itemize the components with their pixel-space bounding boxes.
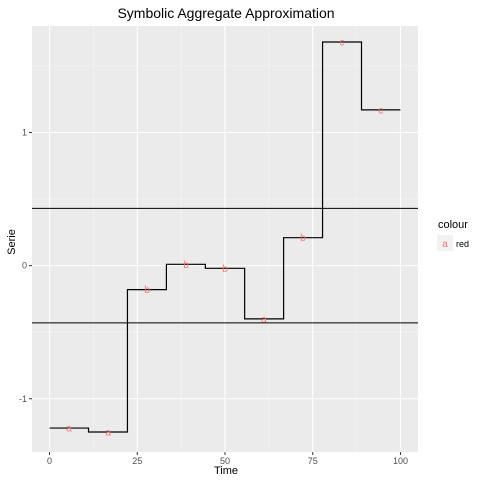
x-tick-label: 75 <box>308 456 318 466</box>
grid-lines <box>32 26 418 452</box>
y-axis: -1 0 1 <box>19 128 32 404</box>
step-series-line <box>49 41 401 433</box>
legend-title: colour <box>438 219 468 231</box>
sax-symbol-point: b <box>222 264 228 275</box>
sax-symbol-point: b <box>144 285 150 296</box>
x-axis: 0 25 50 75 100 <box>47 452 408 466</box>
sax-symbol-point: b <box>183 260 189 271</box>
sax-symbol-point: b <box>300 233 306 244</box>
y-tick-label: 1 <box>22 128 27 138</box>
x-tick-label: 0 <box>47 456 52 466</box>
sax-symbol-point: c <box>378 105 383 116</box>
chart-title: Symbolic Aggregate Approximation <box>117 5 334 21</box>
x-tick-label: 50 <box>220 456 230 466</box>
legend-key <box>437 235 453 251</box>
sax-symbol-point: a <box>66 424 72 435</box>
y-axis-title: Serie <box>6 229 18 255</box>
sax-symbol-point: a <box>105 428 111 439</box>
x-tick-label: 25 <box>132 456 142 466</box>
legend: colour a red <box>437 219 469 251</box>
legend-label-red: red <box>456 239 469 249</box>
x-axis-title: Time <box>214 465 238 477</box>
y-tick-label: 0 <box>22 261 27 271</box>
sax-symbol-point: a <box>261 314 267 325</box>
y-tick-label: -1 <box>19 394 27 404</box>
sax-symbol-point: c <box>339 37 344 48</box>
x-tick-label: 100 <box>393 456 408 466</box>
series-layer: a a b b b a b c c <box>32 37 418 439</box>
legend-key-glyph: a <box>442 239 448 250</box>
